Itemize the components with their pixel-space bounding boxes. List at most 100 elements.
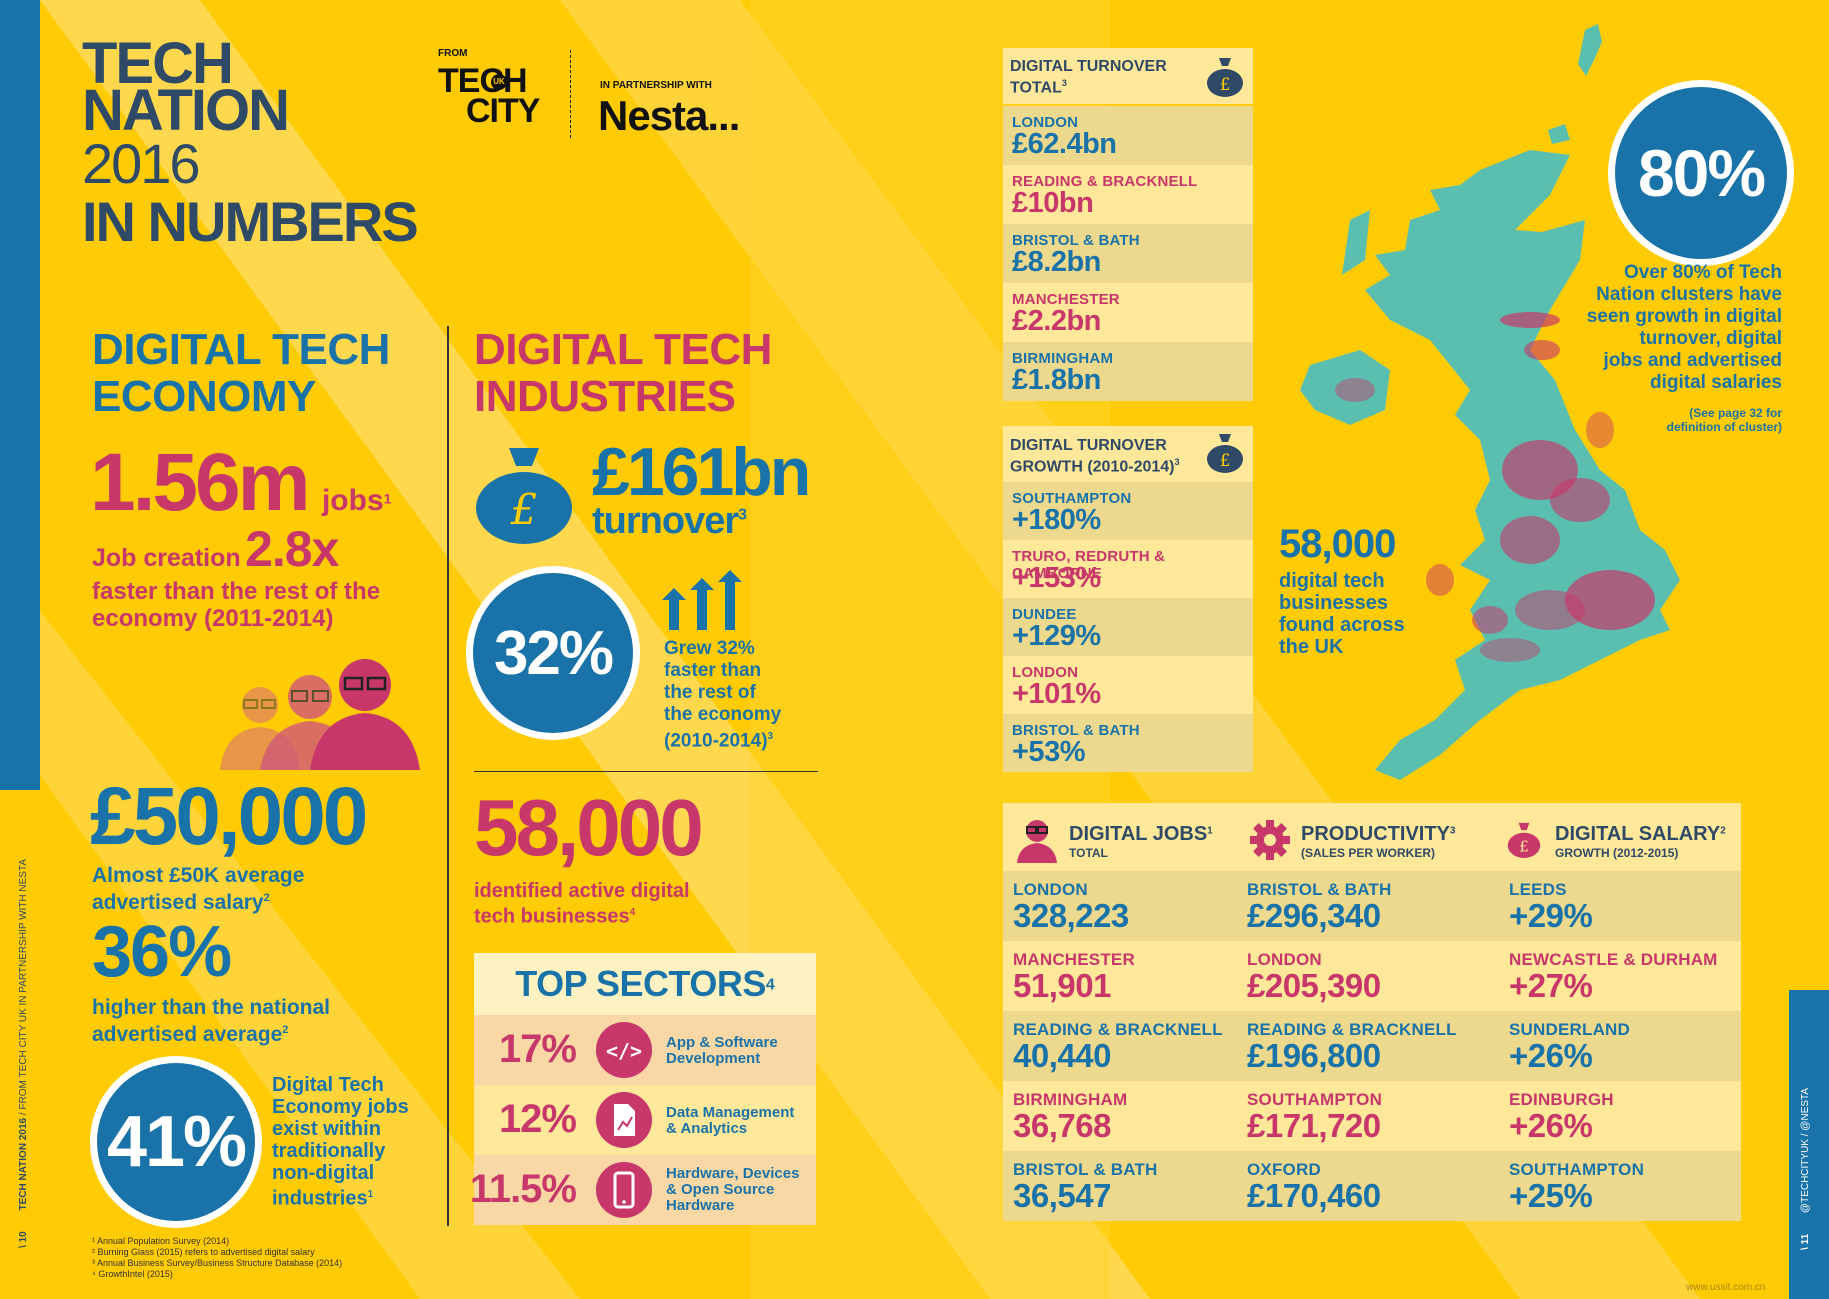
cell-value: £171,720 [1247,1107,1381,1144]
table-row: LONDON +101% [1003,656,1253,714]
uk-map-illustration [1300,24,1680,780]
partnership-label: IN PARTNERSHIP WITH [600,80,712,91]
job-creation-desc: faster than the rest of the economy (201… [92,578,381,632]
growth-circle: 32% [466,566,640,740]
bottom-table-header: DIGITAL JOBS1 TOTAL PRODUCTIVITY3 (SALES… [1003,803,1741,871]
cell-value: 328,223 [1013,897,1129,934]
sector-row: 11.5% Hardware, Devices & Open Source Ha… [470,1155,816,1225]
cell-label: SUNDERLAND [1509,1020,1630,1039]
uk-businesses-desc: digital tech businesses found across the… [1279,570,1405,658]
industries-divider [474,771,818,772]
table-row: DUNDEE +129% [1003,598,1253,656]
cell-label: READING & BRACKNELL [1013,1020,1223,1039]
person-icon [1017,820,1057,863]
table-row: MANCHESTER 51,901 LONDON £205,390 NEWCASTLE … [1003,941,1741,1011]
cell-label: BRISTOL & BATH [1247,880,1392,899]
code-icon: </> [596,1022,652,1078]
row-value: +129% [1012,620,1101,652]
row-label: LONDON [1012,664,1079,681]
sector-row: 12% Data Management & Analytics [474,1085,816,1155]
money-bag-icon: £ [1507,822,1541,858]
economy-heading: DIGITAL TECH ECONOMY [92,325,390,421]
row-label: LONDON [1012,114,1079,131]
document-chart-icon [596,1092,652,1148]
turnover-value: £161bn [592,434,811,510]
page-number-right: \ 11 [1800,1233,1811,1250]
from-label: FROM [438,48,468,59]
svg-text:£: £ [1519,838,1529,856]
cell-value: 36,547 [1013,1177,1111,1214]
cell-label: EDINBURGH [1509,1090,1614,1109]
svg-text:£: £ [510,485,538,534]
cell-value: +26% [1509,1107,1593,1144]
growth-desc: Grew 32% faster than the rest of the eco… [664,638,782,752]
cell-label: SOUTHAMPTON [1509,1160,1645,1179]
job-creation-value: 2.8x [245,521,339,577]
row-value: £8.2bn [1012,246,1101,278]
row-value: £2.2bn [1012,305,1101,337]
cell-value: +25% [1509,1177,1593,1214]
cell-value: +29% [1509,897,1593,934]
clusters-note: (See page 32 for definition of cluster) [1666,406,1782,434]
cell-label: SOUTHAMPTON [1247,1090,1383,1109]
gear-icon [1250,820,1290,860]
footnotes: ¹ Annual Population Survey (2014) ² Burn… [92,1236,343,1279]
row-value: +53% [1012,736,1085,768]
jobs-stat: 1.56m jobs1 [90,437,392,528]
column-divider [447,326,449,1226]
cell-label: LEEDS [1509,880,1567,899]
page-title: TECH NATION 2016 IN NUMBERS [82,35,419,253]
row-label: BRISTOL & BATH [1012,722,1140,739]
higher-desc: higher than the national advertised aver… [92,996,331,1046]
svg-text:</>: </> [606,1039,642,1063]
cell-value: £170,460 [1247,1177,1381,1214]
cell-label: LONDON [1013,880,1088,899]
people-illustration [220,659,420,770]
nesta-logo: Nesta... [598,92,740,139]
turnover-total-table: DIGITAL TURNOVER TOTAL3 £ LONDON £62.4bn R… [1003,48,1253,401]
cell-value: 36,768 [1013,1107,1111,1144]
cell-value: £205,390 [1247,967,1381,1004]
table-row: READING & BRACKNELL 40,440 READING & BRACK… [1003,1011,1741,1081]
side-text-right: \ 11 @TECHCITYUK / @NESTA [1800,1087,1811,1250]
cell-label: NEWCASTLE & DURHAM [1509,950,1718,969]
money-bag-icon: £ [476,448,572,544]
row-label: TRURO, REDRUTH & CAMBORNE [1012,548,1166,582]
row-label: BIRMINGHAM [1012,350,1114,367]
businesses-value: 58,000 [474,783,704,872]
row-label: MANCHESTER [1012,291,1120,308]
left-edge-bar [0,0,40,790]
cell-label: LONDON [1247,950,1322,969]
cell-value: +27% [1509,967,1593,1004]
table-row: BIRMINGHAM 36,768 SOUTHAMPTON £171,720 EDINB… [1003,1081,1741,1151]
salary-value: £50,000 [90,771,368,862]
businesses-desc: identified active digital tech businesse… [474,880,690,928]
money-bag-icon: £ [1207,434,1243,473]
growth-arrows-icon [662,570,742,630]
turnover-growth-header: DIGITAL TURNOVER GROWTH (2010-2014)3 £ [1003,426,1253,482]
jobs-label: jobs [321,484,384,517]
table-row: BRISTOL & BATH +53% [1003,714,1253,772]
row-value: £62.4bn [1012,128,1117,160]
table-row: MANCHESTER £2.2bn [1003,283,1253,342]
uk-businesses-value: 58,000 [1279,522,1396,566]
table-row: BRISTOL & BATH £8.2bn [1003,224,1253,283]
table-row: READING & BRACKNELL £10bn [1003,165,1253,224]
svg-text:£: £ [1220,75,1231,95]
watermark: www.ussit.com.cn [1686,1282,1766,1293]
row-value: +153% [1012,562,1101,594]
money-bag-icon: £ [1207,58,1243,97]
higher-value: 36% [92,912,232,992]
cell-label: BRISTOL & BATH [1013,1160,1158,1179]
title-line4: IN NUMBERS [82,190,419,253]
cell-value: +26% [1509,1037,1593,1074]
cell-value: £196,800 [1247,1037,1381,1074]
side-text-left: \ 10 TECH NATION 2016 / FROM TECH CITY U… [18,858,29,1248]
row-value: £10bn [1012,187,1094,219]
cell-label: OXFORD [1247,1160,1321,1179]
table-row: SOUTHAMPTON +180% [1003,482,1253,540]
cell-value: 51,901 [1013,967,1111,1004]
cell-label: READING & BRACKNELL [1247,1020,1457,1039]
title-line3: 2016 [82,132,201,195]
salary-desc: Almost £50K average advertised salary2 [92,864,305,914]
